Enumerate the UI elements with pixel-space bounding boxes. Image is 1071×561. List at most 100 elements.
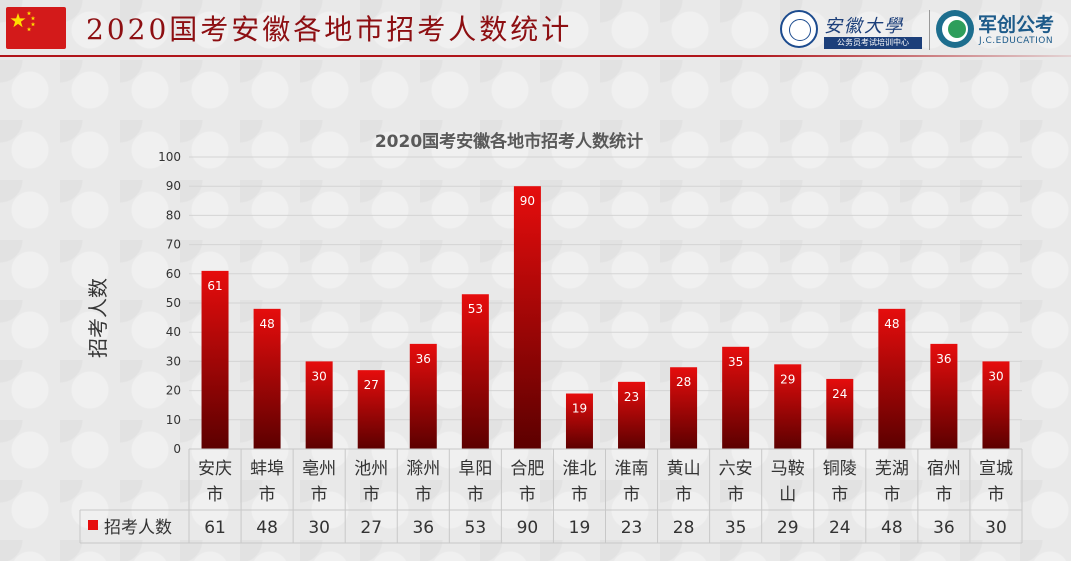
bar-data-label: 90 (520, 194, 535, 208)
bar (722, 346, 750, 449)
bar (409, 343, 437, 449)
x-category-label: 市 (727, 485, 744, 505)
x-category-label: 蚌埠 (250, 459, 284, 479)
x-category-label: 铜陵 (823, 459, 857, 479)
header-divider (0, 55, 1071, 57)
bar (305, 361, 333, 449)
bar-data-label: 53 (468, 302, 483, 316)
bar (774, 364, 802, 449)
y-tick-label: 30 (166, 354, 181, 368)
table-value-cell: 29 (777, 518, 799, 538)
y-tick-label: 50 (166, 296, 181, 310)
bar (461, 294, 489, 449)
bar (253, 308, 281, 449)
x-category-label: 市 (675, 485, 692, 505)
bar-data-label: 27 (364, 378, 379, 392)
x-category-label: 市 (571, 485, 588, 505)
logo-separator (929, 10, 930, 50)
bar-data-label: 48 (884, 317, 899, 331)
bar (618, 381, 646, 449)
bar-data-label: 61 (207, 279, 222, 293)
bar (982, 361, 1010, 449)
x-category-label: 市 (363, 485, 380, 505)
table-value-cell: 90 (517, 518, 539, 538)
bar-data-label: 19 (572, 402, 587, 416)
x-category-label: 宣城 (979, 459, 1013, 479)
x-category-label: 滁州 (406, 459, 440, 479)
x-category-label: 山 (779, 485, 796, 505)
chart-title: 2020国考安徽各地市招考人数统计 (375, 131, 643, 152)
page-title: 2020国考安徽各地市招考人数统计 (86, 13, 573, 46)
bar-data-label: 48 (259, 317, 274, 331)
table-value-cell: 48 (256, 518, 278, 538)
x-category-label: 六安 (719, 459, 753, 479)
x-category-label: 芜湖 (875, 459, 909, 479)
bar (565, 393, 593, 449)
x-category-label: 合肥 (510, 459, 544, 479)
x-category-label: 市 (935, 485, 952, 505)
y-tick-label: 100 (158, 150, 181, 164)
bar-data-label: 36 (416, 352, 431, 366)
bar (826, 378, 854, 449)
table-value-cell: 53 (465, 518, 487, 538)
x-category-label: 市 (311, 485, 328, 505)
table-value-cell: 48 (881, 518, 903, 538)
bar (201, 270, 229, 449)
bar (513, 186, 541, 449)
x-category-label: 宿州 (927, 459, 961, 479)
jc-education-logo: 军创公考 J.C.EDUCATION (936, 8, 1068, 52)
table-value-cell: 28 (673, 518, 695, 538)
table-value-cell: 30 (308, 518, 330, 538)
table-value-cell: 23 (621, 518, 643, 538)
x-category-label: 市 (831, 485, 848, 505)
table-value-cell: 19 (569, 518, 591, 538)
y-axis-label: 招考人数 (86, 278, 110, 358)
x-category-label: 黄山 (667, 459, 701, 479)
x-category-label: 安庆 (198, 459, 232, 479)
bar-data-label: 30 (988, 369, 1003, 383)
bar-data-label: 24 (832, 387, 847, 401)
anhui-university-logo: 安徽大學 公务员考试培训中心 (780, 10, 925, 50)
bar (878, 308, 906, 449)
x-category-label: 市 (467, 485, 484, 505)
jc-education-name: 军创公考 (978, 14, 1055, 36)
university-subtitle: 公务员考试培训中心 (824, 37, 922, 49)
table-value-cell: 35 (725, 518, 747, 538)
bar (930, 343, 958, 449)
university-emblem-icon (780, 10, 818, 48)
header-bar: 2020国考安徽各地市招考人数统计 安徽大學 公务员考试培训中心 军创公考 J.… (0, 0, 1071, 57)
table-value-cell: 36 (933, 518, 955, 538)
table-value-cell: 61 (204, 518, 226, 538)
y-tick-label: 60 (166, 267, 181, 281)
jc-education-subtitle: J.C.EDUCATION (979, 36, 1054, 46)
x-category-label: 市 (207, 485, 224, 505)
bars: 61 48 30 27 36 53 90 19 23 28 35 29 24 48 36 30 (201, 186, 1010, 449)
x-category-label: 市 (883, 485, 900, 505)
legend-swatch (88, 520, 98, 530)
china-flag-icon (6, 7, 66, 49)
x-category-label: 阜阳 (458, 459, 492, 479)
bar (670, 367, 698, 449)
table-value-cell: 30 (985, 518, 1007, 538)
y-tick-label: 70 (166, 238, 181, 252)
x-category-label: 市 (519, 485, 536, 505)
x-category-label: 市 (623, 485, 640, 505)
x-category-label: 池州 (354, 459, 388, 479)
y-tick-label: 90 (166, 179, 181, 193)
x-category-label: 市 (259, 485, 276, 505)
y-tick-label: 0 (173, 442, 181, 456)
table-value-cell: 24 (829, 518, 851, 538)
bar-data-label: 28 (676, 375, 691, 389)
university-name: 安徽大學 (824, 16, 904, 37)
bar-data-label: 30 (312, 369, 327, 383)
jc-education-mark-icon (936, 10, 974, 48)
y-axis-ticks: 0 10 20 30 40 50 60 70 80 90 100 (158, 150, 181, 456)
x-category-label: 淮南 (615, 459, 649, 479)
x-category-label: 马鞍 (771, 459, 805, 479)
table-value-cell: 27 (360, 518, 382, 538)
bar-data-label: 29 (780, 372, 795, 386)
legend-series-name: 招考人数 (104, 518, 172, 538)
data-table: 安庆市 61 蚌埠市 48 亳州市 30 池州市 27 滁州市 36 阜阳市 53 合肥市 90 淮北市 19… (79, 448, 1023, 544)
x-category-label: 亳州 (302, 459, 336, 479)
